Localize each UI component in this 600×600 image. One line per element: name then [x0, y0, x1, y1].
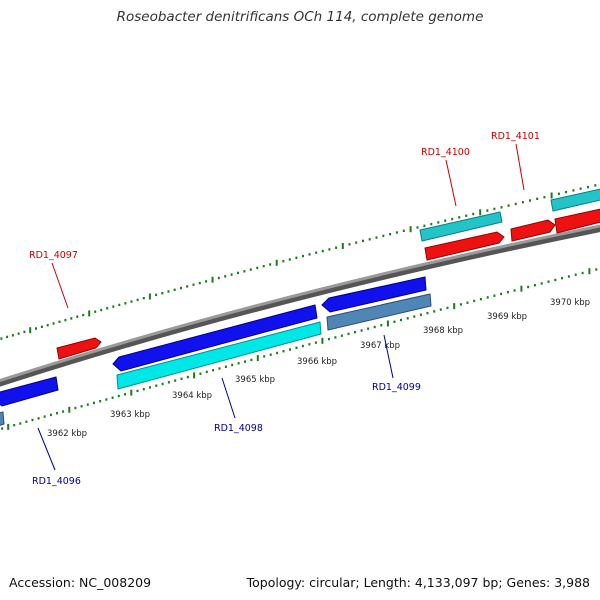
kbp-label-3968: 3968 kbp — [423, 326, 463, 336]
kbp-label-3969: 3969 kbp — [487, 312, 527, 322]
leader-rd1-4101 — [515, 143, 525, 191]
gene-bar-rd1-4098[interactable] — [116, 321, 322, 390]
gene-bar-rd1-4099[interactable] — [326, 293, 432, 331]
leader-rd1-4099 — [383, 334, 394, 379]
reverse-tick-row — [1, 268, 598, 430]
leader-rd1-4097 — [51, 262, 69, 309]
map-title: Roseobacter denitrificans OCh 114, compl… — [116, 9, 484, 25]
kbp-label-3963: 3963 kbp — [110, 410, 150, 420]
gene-rd1-4099-feature[interactable] — [321, 276, 432, 331]
gene-rd1-4101-feature[interactable] — [510, 188, 600, 242]
gene-rd1-4098-feature[interactable] — [112, 304, 322, 390]
leader-rd1-4100 — [445, 159, 457, 207]
cds-next-forward[interactable] — [554, 208, 600, 234]
cds-rd1-4097[interactable] — [56, 337, 102, 360]
cds-rd1-4098[interactable] — [112, 304, 318, 372]
forward-tick-row — [0, 184, 597, 340]
kbp-label-3962: 3962 kbp — [47, 429, 87, 439]
gene-rd1-4100-feature[interactable] — [419, 211, 505, 261]
kbp-label-3967: 3967 kbp — [360, 341, 400, 351]
kbp-label-3965: 3965 kbp — [235, 375, 275, 385]
leader-rd1-4098 — [221, 377, 236, 419]
cds-rd1-4100[interactable] — [424, 231, 505, 261]
cds-rd1-4096[interactable] — [0, 376, 59, 407]
gene-label-rd1-4100: RD1_4100 — [421, 147, 470, 158]
gene-label-rd1-4101: RD1_4101 — [491, 131, 540, 142]
accession-text: Accession: NC_008209 — [9, 575, 152, 590]
genome-backbone-shadow — [0, 225, 600, 387]
gene-bar-rd1-4100[interactable] — [419, 211, 503, 242]
kbp-label-3966: 3966 kbp — [297, 357, 337, 367]
cds-rd1-4101[interactable] — [510, 219, 556, 242]
gene-bar-rd1-4096[interactable] — [0, 411, 5, 427]
gene-label-rd1-4096: RD1_4096 — [32, 476, 81, 487]
leader-rd1-4096 — [37, 427, 56, 471]
gene-label-rd1-4098: RD1_4098 — [214, 423, 263, 434]
gene-label-rd1-4099: RD1_4099 — [372, 382, 421, 393]
cds-rd1-4099[interactable] — [321, 276, 427, 313]
kbp-label-3964: 3964 kbp — [172, 391, 212, 401]
genome-backbone — [0, 224, 600, 383]
gene-bar-rd1-4101-next[interactable] — [550, 188, 600, 212]
gene-rd1-4096-feature[interactable] — [0, 376, 59, 427]
kbp-label-3970: 3970 kbp — [550, 298, 590, 308]
gene-rd1-4097-feature[interactable] — [56, 337, 102, 360]
genome-summary-text: Topology: circular; Length: 4,133,097 bp… — [246, 575, 590, 590]
gene-label-rd1-4097: RD1_4097 — [29, 250, 78, 261]
